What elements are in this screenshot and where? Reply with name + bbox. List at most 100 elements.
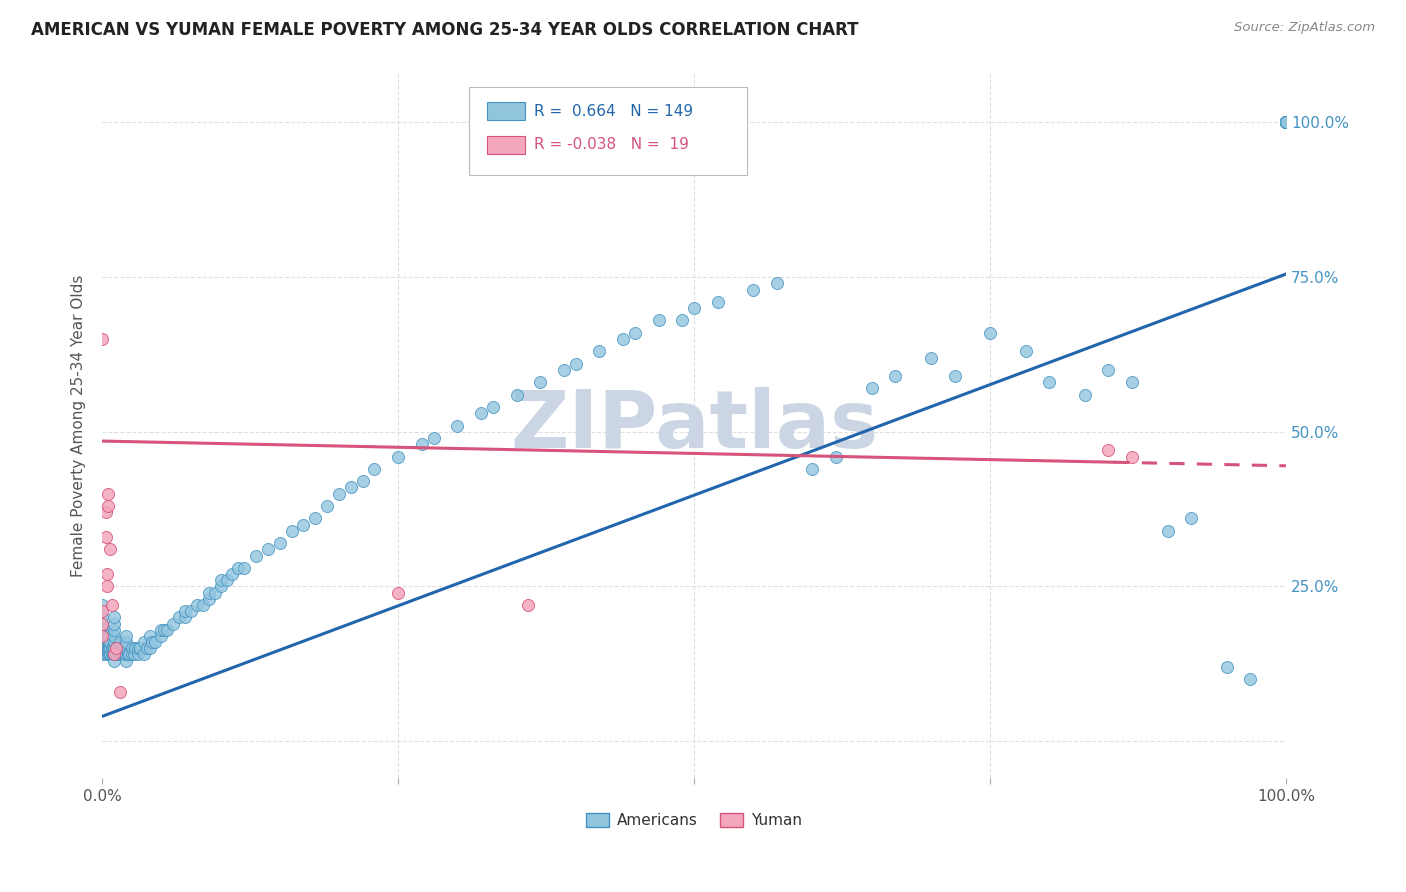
Americans <box>91 616 114 631</box>
Yuman <box>94 505 117 519</box>
Americans <box>209 574 232 588</box>
Americans <box>117 648 139 662</box>
Americans <box>1275 115 1298 129</box>
Americans <box>94 648 117 662</box>
Americans <box>1275 115 1298 129</box>
Americans <box>387 450 409 464</box>
Americans <box>1073 387 1095 401</box>
Americans <box>115 641 138 656</box>
Americans <box>553 363 575 377</box>
Americans <box>411 437 433 451</box>
Americans <box>1180 511 1202 525</box>
Americans <box>101 648 124 662</box>
Americans <box>103 623 125 637</box>
Americans <box>91 641 114 656</box>
Americans <box>111 641 134 656</box>
Americans <box>94 629 117 643</box>
Americans <box>1156 524 1178 538</box>
Americans <box>141 635 163 649</box>
Americans <box>505 387 527 401</box>
Americans <box>683 301 706 315</box>
Americans <box>162 616 184 631</box>
Americans <box>1275 115 1298 129</box>
Americans <box>233 561 256 575</box>
Americans <box>103 641 125 656</box>
Americans <box>121 648 143 662</box>
Americans <box>98 648 121 662</box>
Americans <box>482 400 505 414</box>
Americans <box>186 598 208 612</box>
Americans <box>118 648 141 662</box>
Americans <box>103 648 125 662</box>
Americans <box>884 369 907 384</box>
Americans <box>101 641 124 656</box>
Yuman <box>91 332 114 346</box>
Americans <box>422 431 444 445</box>
Americans <box>1275 115 1298 129</box>
Americans <box>100 648 122 662</box>
Americans <box>671 313 693 327</box>
Yuman <box>91 616 114 631</box>
Americans <box>98 635 121 649</box>
Americans <box>112 648 135 662</box>
Americans <box>115 648 138 662</box>
Americans <box>706 294 728 309</box>
Americans <box>204 585 226 599</box>
Americans <box>228 561 250 575</box>
Yuman <box>91 604 114 618</box>
Text: R =  0.664   N = 149: R = 0.664 N = 149 <box>534 103 693 119</box>
Americans <box>979 326 1001 340</box>
Americans <box>1216 660 1239 674</box>
Americans <box>110 648 132 662</box>
Americans <box>180 604 202 618</box>
Americans <box>612 332 634 346</box>
Americans <box>156 623 179 637</box>
Americans <box>97 648 120 662</box>
Yuman <box>517 598 540 612</box>
Americans <box>446 418 468 433</box>
Yuman <box>91 629 114 643</box>
Americans <box>1275 115 1298 129</box>
Americans <box>115 635 138 649</box>
Americans <box>742 283 765 297</box>
Americans <box>103 629 125 643</box>
FancyBboxPatch shape <box>470 87 748 175</box>
Americans <box>108 648 131 662</box>
Americans <box>105 648 128 662</box>
Americans <box>1275 115 1298 129</box>
Americans <box>91 610 114 624</box>
Yuman <box>105 641 128 656</box>
Americans <box>1097 363 1119 377</box>
Americans <box>94 635 117 649</box>
Americans <box>112 641 135 656</box>
Yuman <box>100 598 122 612</box>
Americans <box>197 591 219 606</box>
Yuman <box>96 567 118 582</box>
Americans <box>124 641 146 656</box>
Americans <box>97 629 120 643</box>
Americans <box>103 635 125 649</box>
Americans <box>108 635 131 649</box>
Americans <box>825 450 848 464</box>
Americans <box>191 598 214 612</box>
Americans <box>121 641 143 656</box>
Americans <box>97 641 120 656</box>
Americans <box>150 623 173 637</box>
Americans <box>100 648 122 662</box>
Americans <box>115 654 138 668</box>
Americans <box>1275 115 1298 129</box>
Americans <box>221 567 243 582</box>
Americans <box>127 641 149 656</box>
Americans <box>801 462 824 476</box>
Americans <box>304 511 326 525</box>
Americans <box>1275 115 1298 129</box>
Americans <box>624 326 647 340</box>
Yuman <box>97 486 120 500</box>
Americans <box>1121 376 1143 390</box>
Americans <box>920 351 942 365</box>
Americans <box>91 598 114 612</box>
Americans <box>91 648 114 662</box>
Americans <box>647 313 669 327</box>
Americans <box>257 542 280 557</box>
Americans <box>138 629 160 643</box>
